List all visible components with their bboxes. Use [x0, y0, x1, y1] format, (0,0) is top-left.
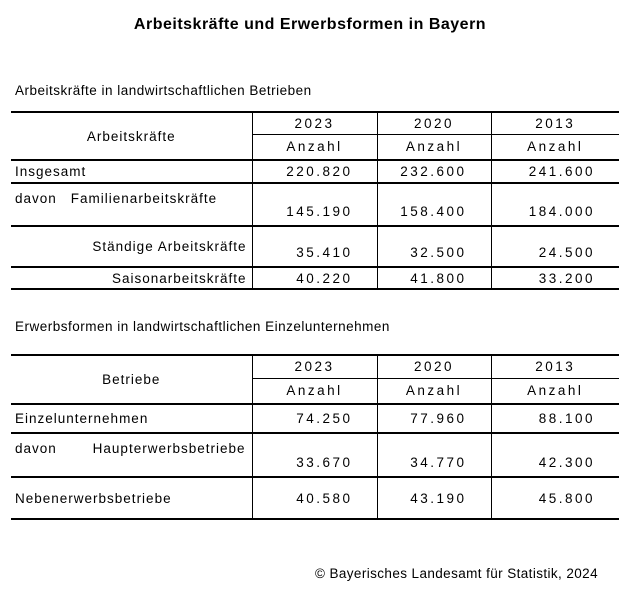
value-cell: 34.770	[376, 433, 491, 477]
year-header-2023: 2023	[251, 355, 377, 379]
value-cell: 74.250	[251, 404, 377, 433]
year-header-2013: 2013	[490, 112, 619, 135]
table-row-familienarbeitskraefte: davon Familienarbeitskräfte 145.190 158.4…	[11, 183, 619, 226]
value-cell: 232.600	[376, 160, 491, 183]
unit-header: Anzahl	[251, 378, 377, 404]
unit-header: Anzahl	[490, 134, 619, 160]
year-header-2023: 2023	[251, 112, 377, 135]
value-cell: 158.400	[376, 183, 491, 226]
unit-header: Anzahl	[490, 378, 619, 404]
value-cell: 40.220	[251, 267, 377, 289]
table-row-saisonarbeitskraefte: Saisonarbeitskräfte 40.220 41.800 33.200	[11, 267, 619, 289]
row-label: Familienarbeitskräfte	[70, 191, 218, 206]
value-cell: 220.820	[251, 160, 377, 183]
table-row-insgesamt: Insgesamt 220.820 232.600 241.600	[11, 160, 619, 183]
row-label-cell: davon Familienarbeitskräfte	[11, 183, 252, 226]
table-header: Arbeitskräfte 2023 2020 2013 Anzahl Anza…	[11, 112, 619, 160]
value-cell: 33.200	[490, 267, 619, 289]
value-cell: 40.580	[251, 477, 377, 519]
year-header-2020: 2020	[376, 112, 491, 135]
table-erwerbsformen: Betriebe 2023 2020 2013 Anzahl Anzahl An…	[11, 354, 619, 520]
value-cell: 42.300	[490, 433, 619, 477]
row-label: Ständige Arbeitskräfte	[92, 239, 247, 254]
row-label-cell: davon Haupterwerbsbetriebe	[11, 433, 252, 477]
value-cell: 88.100	[490, 404, 619, 433]
row-label: Einzelunternehmen	[15, 411, 149, 426]
value-cell: 184.000	[490, 183, 619, 226]
section-heading-erwerbsformen: Erwerbsformen in landwirtschaftlichen Ei…	[15, 319, 390, 334]
value-cell: 241.600	[490, 160, 619, 183]
column-header-arbeitskraefte: Arbeitskräfte	[86, 128, 176, 144]
table-row-staendige-arbeitskraefte: Ständige Arbeitskräfte 35.410 32.500 24.…	[11, 226, 619, 267]
table-header: Betriebe 2023 2020 2013 Anzahl Anzahl An…	[11, 355, 619, 404]
value-cell: 145.190	[251, 183, 377, 226]
table-arbeitskraefte: Arbeitskräfte 2023 2020 2013 Anzahl Anza…	[11, 111, 619, 290]
row-label-prefix: davon	[15, 441, 57, 456]
copyright-note: © Bayerisches Landesamt für Statistik, 2…	[314, 566, 598, 581]
value-cell: 24.500	[490, 226, 619, 267]
row-label: Insgesamt	[15, 164, 87, 179]
value-cell: 35.410	[251, 226, 377, 267]
row-label: Haupterwerbsbetriebe	[92, 441, 246, 456]
unit-header: Anzahl	[251, 134, 377, 160]
table-row-einzelunternehmen: Einzelunternehmen 74.250 77.960 88.100	[11, 404, 619, 433]
table-row-haupterwerbsbetriebe: davon Haupterwerbsbetriebe 33.670 34.770…	[11, 433, 619, 477]
value-cell: 77.960	[376, 404, 491, 433]
value-cell: 33.670	[251, 433, 377, 477]
year-header-2020: 2020	[376, 355, 491, 379]
row-label-prefix: davon	[15, 191, 57, 206]
value-cell: 43.190	[376, 477, 491, 519]
column-header-betriebe: Betriebe	[102, 372, 161, 387]
table-row-nebenerwerbsbetriebe: Nebenerwerbsbetriebe 40.580 43.190 45.80…	[11, 477, 619, 519]
section-heading-arbeitskraefte: Arbeitskräfte in landwirtschaftlichen Be…	[15, 83, 312, 98]
page-title: Arbeitskräfte und Erwerbsformen in Bayer…	[133, 16, 487, 33]
row-label: Saisonarbeitskräfte	[111, 270, 247, 286]
value-cell: 41.800	[376, 267, 491, 289]
value-cell: 45.800	[490, 477, 619, 519]
value-cell: 32.500	[376, 226, 491, 267]
unit-header: Anzahl	[376, 378, 491, 404]
row-label: Nebenerwerbsbetriebe	[15, 490, 172, 506]
unit-header: Anzahl	[376, 134, 491, 160]
year-header-2013: 2013	[490, 355, 619, 379]
